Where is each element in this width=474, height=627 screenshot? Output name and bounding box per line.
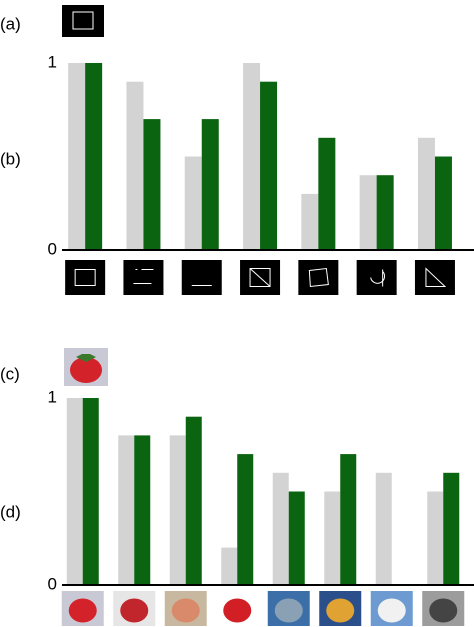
category-icon — [65, 260, 106, 295]
category-photo-subject — [171, 598, 200, 623]
category-icon — [181, 260, 222, 295]
bar — [376, 175, 394, 250]
bar — [68, 63, 86, 250]
category-icon — [123, 260, 164, 295]
y-tick-label: 0 — [48, 239, 57, 258]
bar — [143, 119, 161, 250]
category-shape — [370, 269, 385, 287]
category-shape — [133, 269, 154, 284]
category-shape — [308, 267, 329, 288]
bar — [359, 175, 377, 250]
reference-label: (c) — [0, 364, 20, 383]
bar — [443, 472, 460, 585]
bar — [169, 435, 186, 585]
bar — [427, 491, 444, 585]
bar — [185, 416, 202, 585]
bar — [237, 454, 254, 585]
category-photo-subject — [120, 598, 149, 623]
category-icon — [298, 260, 339, 295]
bar — [434, 156, 452, 250]
bar — [201, 119, 219, 250]
bar — [243, 63, 261, 250]
bar — [324, 491, 341, 585]
reference-label: (a) — [0, 14, 21, 33]
bar — [288, 491, 305, 585]
bar — [301, 193, 319, 250]
category-shape — [74, 269, 96, 286]
category-photo-subject — [223, 598, 252, 623]
category-photo-subject — [377, 598, 406, 623]
bar — [375, 472, 392, 585]
bar — [184, 156, 202, 250]
y-tick-label: 0 — [48, 574, 57, 593]
reference-icon — [62, 5, 104, 37]
category-photo-subject — [68, 598, 97, 623]
category-shape — [425, 267, 447, 287]
bar — [118, 435, 135, 585]
category-icon — [356, 260, 397, 295]
reference-shape — [72, 11, 94, 30]
bar — [85, 63, 103, 250]
bar — [66, 398, 83, 585]
panel-label: (b) — [0, 149, 21, 168]
bar — [318, 137, 336, 250]
category-shape — [249, 268, 271, 287]
bar — [134, 435, 151, 585]
strawberry — [70, 357, 102, 383]
bar — [221, 547, 238, 585]
bar — [417, 137, 435, 250]
bar — [340, 454, 357, 585]
bar — [82, 398, 99, 585]
bar — [126, 81, 144, 250]
panel-label: (d) — [0, 502, 21, 521]
bar — [272, 472, 289, 585]
category-photo-subject — [429, 598, 458, 623]
category-photo-subject — [274, 598, 303, 623]
y-tick-label: 1 — [48, 387, 57, 406]
strawberry-leaf — [76, 354, 96, 362]
bar — [260, 81, 278, 250]
y-tick-label: 1 — [48, 52, 57, 71]
category-photo-subject — [326, 598, 355, 623]
